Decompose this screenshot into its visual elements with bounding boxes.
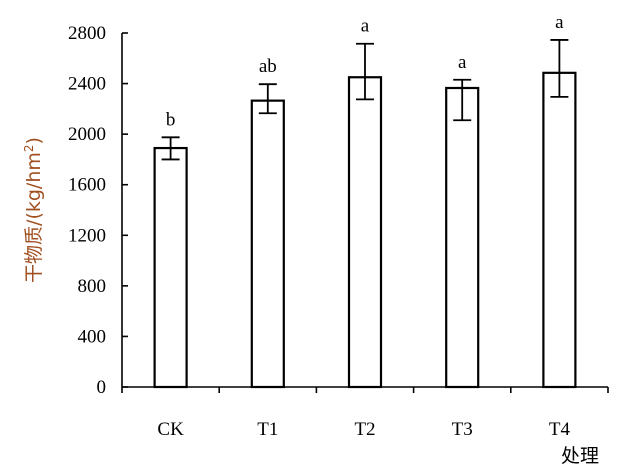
bar-ck <box>153 146 188 389</box>
error-bar-t3 <box>453 78 472 122</box>
error-bar-t1 <box>258 83 277 115</box>
y-axis-title-superscript: 2 <box>22 144 36 152</box>
bar-series: b ab a a a <box>153 12 577 389</box>
y-tick-label: 1200 <box>68 225 106 246</box>
y-tick-label: 400 <box>78 326 107 347</box>
y-axis: 0 400 800 1200 1600 2000 2400 2800 <box>68 23 128 398</box>
x-tick-label: T2 <box>354 419 375 440</box>
y-tick-label: 0 <box>97 377 107 398</box>
bar-t3 <box>445 86 480 389</box>
significance-label: a <box>555 12 564 33</box>
y-tick-label: 800 <box>78 276 107 297</box>
bar-t1 <box>250 99 285 389</box>
significance-label: a <box>361 16 370 37</box>
x-axis: CK T1 T2 T3 T4 <box>121 386 609 440</box>
x-tick-label: T3 <box>452 419 473 440</box>
y-axis-title-end: ) <box>23 137 45 144</box>
x-tick-label: T4 <box>549 419 571 440</box>
x-tick-label: CK <box>157 419 184 440</box>
significance-label: a <box>458 52 467 73</box>
y-tick-label: 1600 <box>68 175 106 196</box>
y-axis-title-main: 干物质/(kg/hm <box>23 152 45 283</box>
error-bar-ck <box>161 136 180 161</box>
bar-t4 <box>542 71 577 389</box>
error-bar-t4 <box>550 39 569 98</box>
y-tick-label: 2000 <box>68 124 106 145</box>
error-bar-t2 <box>356 42 374 101</box>
x-axis-title: 处理 <box>561 445 599 467</box>
x-tick-label: T1 <box>257 419 278 440</box>
significance-label: ab <box>259 56 277 77</box>
significance-label: b <box>166 109 176 130</box>
y-axis-title: 干物质/(kg/hm2) <box>22 137 45 283</box>
y-tick-label: 2800 <box>68 23 106 44</box>
bar-t2 <box>347 76 383 389</box>
y-tick-label: 2400 <box>68 74 106 95</box>
